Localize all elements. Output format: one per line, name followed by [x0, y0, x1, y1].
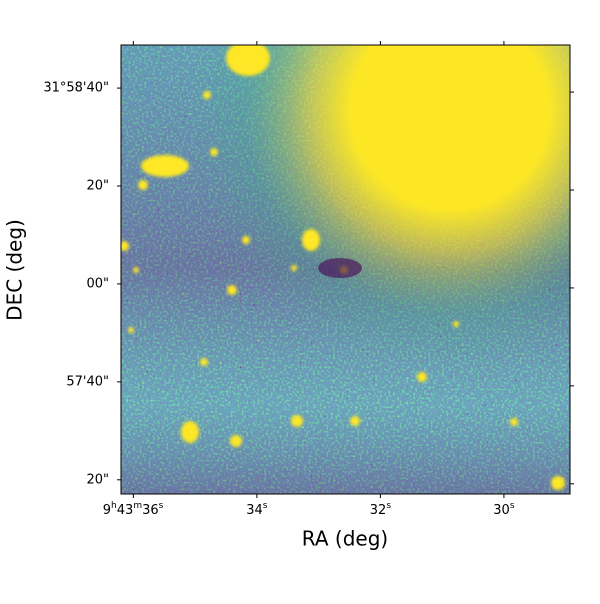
plot-frame [120, 44, 571, 495]
x-tick-label: 30s [493, 501, 515, 518]
dark-patch [318, 258, 362, 278]
x-tick-label: 9h43m36s [103, 501, 164, 518]
y-tick-label: 31°58'40" [43, 81, 109, 96]
x-tick-label: 32s [370, 501, 392, 518]
x-axis-label: RA (deg) [302, 527, 388, 551]
sky-image [121, 45, 570, 494]
y-tick-label: 57'40" [66, 374, 109, 389]
y-tick-label: 20" [86, 179, 109, 194]
y-tick-label: 20" [86, 472, 109, 487]
y-tick-label: 00" [86, 276, 109, 291]
y-axis-label: DEC (deg) [3, 219, 27, 321]
x-tick-label: 34s [246, 501, 268, 518]
